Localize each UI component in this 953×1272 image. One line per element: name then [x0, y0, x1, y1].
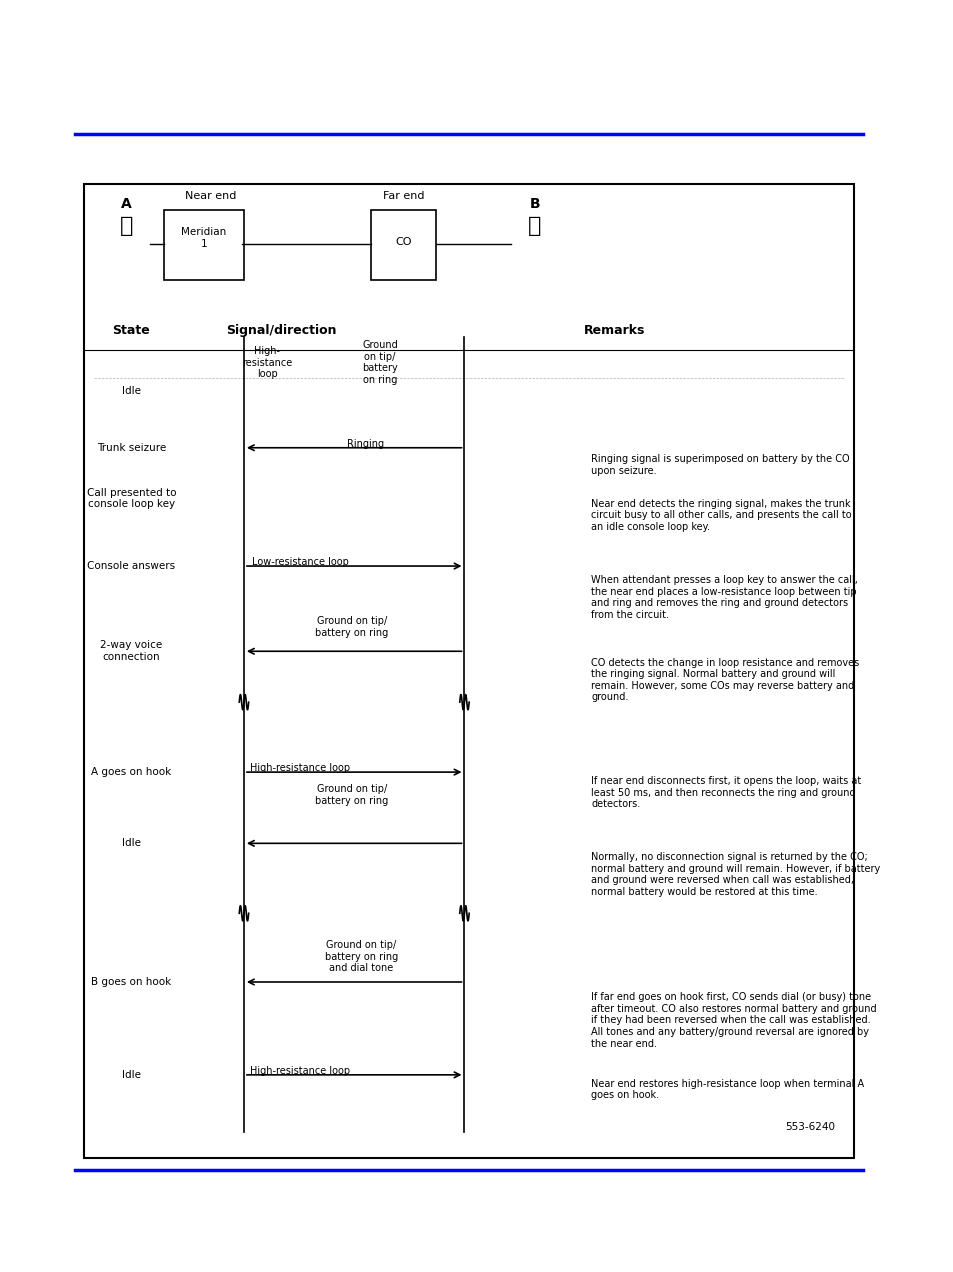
Text: High-
resistance
loop: High- resistance loop	[242, 346, 293, 379]
Text: Low-resistance loop: Low-resistance loop	[252, 557, 349, 567]
Bar	[164, 210, 244, 280]
Text: Idle: Idle	[122, 1070, 141, 1080]
Text: 2-way voice
connection: 2-way voice connection	[100, 641, 162, 661]
Text: B goes on hook: B goes on hook	[91, 977, 172, 987]
Text: Normally, no disconnection signal is returned by the CO;
normal battery and grou: Normally, no disconnection signal is ret…	[591, 852, 880, 897]
Text: Near end restores high-resistance loop when terminal A
goes on hook.: Near end restores high-resistance loop w…	[591, 1079, 863, 1100]
Text: Trunk seizure: Trunk seizure	[96, 443, 166, 453]
Text: Ringing: Ringing	[347, 439, 384, 449]
Text: Ground on tip/
battery on ring
and dial tone: Ground on tip/ battery on ring and dial …	[324, 940, 397, 973]
Text: If near end disconnects first, it opens the loop, waits at
least 50 ms, and then: If near end disconnects first, it opens …	[591, 776, 861, 809]
Text: CO detects the change in loop resistance and removes
the ringing signal. Normal : CO detects the change in loop resistance…	[591, 658, 859, 702]
Text: 📞: 📞	[120, 216, 133, 237]
Text: A goes on hook: A goes on hook	[91, 767, 172, 777]
Text: Idle: Idle	[122, 838, 141, 848]
FancyBboxPatch shape	[85, 184, 853, 1158]
Text: Signal/direction: Signal/direction	[226, 324, 336, 337]
Text: Remarks: Remarks	[583, 324, 644, 337]
Text: 📞: 📞	[528, 216, 541, 237]
Text: Near end: Near end	[185, 191, 236, 201]
Text: Ground on tip/
battery on ring: Ground on tip/ battery on ring	[314, 617, 388, 637]
Text: Meridian
1: Meridian 1	[181, 228, 227, 248]
Text: Near end detects the ringing signal, makes the trunk
circuit busy to all other c: Near end detects the ringing signal, mak…	[591, 499, 851, 532]
Text: Ground on tip/
battery on ring: Ground on tip/ battery on ring	[314, 785, 388, 805]
Text: A: A	[121, 197, 132, 211]
Text: Idle: Idle	[122, 385, 141, 396]
Text: Ground
on tip/
battery
on ring: Ground on tip/ battery on ring	[362, 340, 397, 385]
Text: B: B	[529, 197, 539, 211]
Text: Call presented to
console loop key: Call presented to console loop key	[87, 488, 176, 509]
Text: If far end goes on hook first, CO sends dial (or busy) tone
after timeout. CO al: If far end goes on hook first, CO sends …	[591, 992, 876, 1048]
Text: CO: CO	[395, 237, 412, 247]
Text: 553-6240: 553-6240	[784, 1122, 834, 1132]
Text: Ringing signal is superimposed on battery by the CO
upon seizure.: Ringing signal is superimposed on batter…	[591, 454, 849, 476]
Bar	[371, 210, 436, 280]
Text: When attendant presses a loop key to answer the call,
the near end places a low-: When attendant presses a loop key to ans…	[591, 575, 857, 619]
Text: High-resistance loop: High-resistance loop	[250, 763, 350, 773]
Text: Far end: Far end	[382, 191, 424, 201]
Text: Console answers: Console answers	[88, 561, 175, 571]
Text: High-resistance loop: High-resistance loop	[250, 1066, 350, 1076]
Text: State: State	[112, 324, 150, 337]
